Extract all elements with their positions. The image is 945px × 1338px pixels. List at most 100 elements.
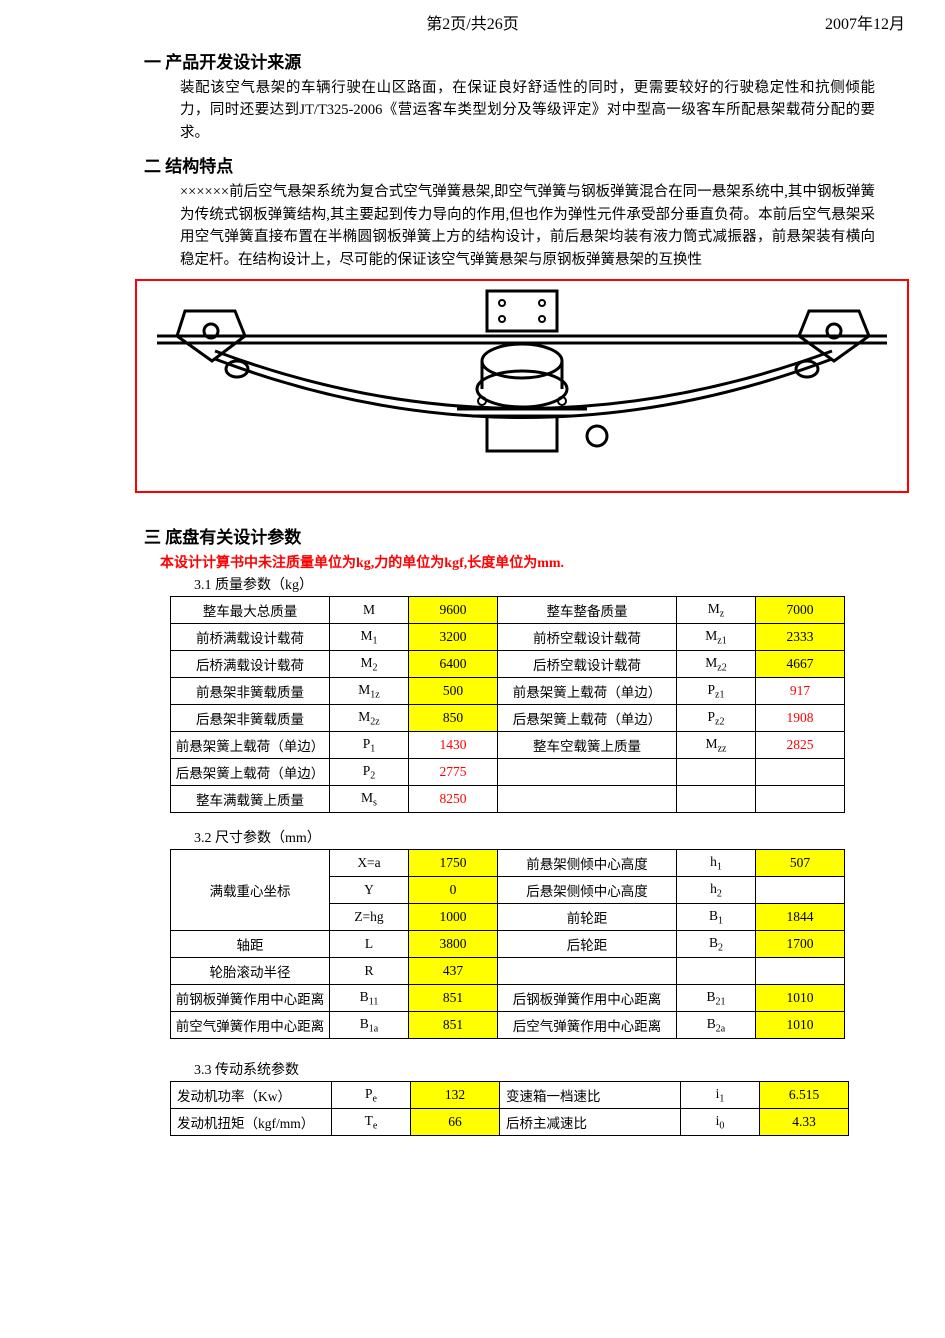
table-cell: 前钢板弹簧作用中心距离 bbox=[171, 985, 330, 1012]
table-cell: 507 bbox=[756, 850, 845, 877]
table-cell: 0 bbox=[409, 877, 498, 904]
table-cell bbox=[756, 786, 845, 813]
table-row: 轴距L3800后轮距B21700 bbox=[171, 931, 845, 958]
page-number: 第2页/共26页 bbox=[220, 10, 725, 34]
table-cell: 2775 bbox=[409, 759, 498, 786]
table-cell: 前悬架侧倾中心高度 bbox=[498, 850, 677, 877]
table-cell: B21 bbox=[677, 985, 756, 1012]
table-cell: 前空气弹簧作用中心距离 bbox=[171, 1012, 330, 1039]
table-cell bbox=[677, 958, 756, 985]
section-2-body: ××××××前后空气悬架系统为复合式空气弹簧悬架,即空气弹簧与钢板弹簧混合在同一… bbox=[180, 181, 875, 271]
table-row: 后桥满载设计载荷M26400后桥空载设计载荷Mz24667 bbox=[171, 651, 845, 678]
section-1-title: 一 产品开发设计来源 bbox=[144, 48, 905, 73]
table-row: 整车最大总质量M9600整车整备质量Mz7000 bbox=[171, 597, 845, 624]
table-cell: Pz2 bbox=[677, 705, 756, 732]
table-row: 前悬架簧上载荷（单边）P11430整车空载簧上质量Mzz2825 bbox=[171, 732, 845, 759]
table-cell: 后悬架簧上载荷（单边） bbox=[171, 759, 330, 786]
table-cell: P2 bbox=[330, 759, 409, 786]
table-cell: 9600 bbox=[409, 597, 498, 624]
table-cell: h1 bbox=[677, 850, 756, 877]
table-cell: 前悬架簧上载荷（单边） bbox=[498, 678, 677, 705]
table-cell: 1750 bbox=[409, 850, 498, 877]
table-row: 前空气弹簧作用中心距离B1a851后空气弹簧作用中心距离B2a1010 bbox=[171, 1012, 845, 1039]
table-cell: Mz2 bbox=[677, 651, 756, 678]
table-cell: 850 bbox=[409, 705, 498, 732]
table-cell: 2333 bbox=[756, 624, 845, 651]
table-cell: 1844 bbox=[756, 904, 845, 931]
table-row: 轮胎滚动半径R437 bbox=[171, 958, 845, 985]
table-cell: 后钢板弹簧作用中心距离 bbox=[498, 985, 677, 1012]
table-row: 后悬架簧上载荷（单边）P22775 bbox=[171, 759, 845, 786]
table-cell: 后悬架非簧载质量 bbox=[171, 705, 330, 732]
table-cell bbox=[756, 877, 845, 904]
table-row: 发动机功率（Kw）Pe132变速箱一档速比i16.515 bbox=[171, 1082, 849, 1109]
table-cell: 132 bbox=[411, 1082, 500, 1109]
table-cell: M2 bbox=[330, 651, 409, 678]
table-cell: 发动机功率（Kw） bbox=[171, 1082, 332, 1109]
section-2-title: 二 结构特点 bbox=[144, 152, 905, 177]
table-cell: Mz bbox=[677, 597, 756, 624]
table-row: 前钢板弹簧作用中心距离B11851后钢板弹簧作用中心距离B211010 bbox=[171, 985, 845, 1012]
table-cell bbox=[756, 958, 845, 985]
table-cell: 后悬架簧上载荷（单边） bbox=[498, 705, 677, 732]
table-cell: R bbox=[330, 958, 409, 985]
table-3-1: 整车最大总质量M9600整车整备质量Mz7000前桥满载设计载荷M13200前桥… bbox=[170, 596, 845, 813]
table-cell: 轴距 bbox=[171, 931, 330, 958]
table-cell: 7000 bbox=[756, 597, 845, 624]
suspension-diagram bbox=[135, 279, 909, 493]
table-3-1-title: 3.1 质量参数（kg） bbox=[134, 574, 905, 594]
table-cell: 整车空载簧上质量 bbox=[498, 732, 677, 759]
table-cell: 轮胎滚动半径 bbox=[171, 958, 330, 985]
table-cell: 8250 bbox=[409, 786, 498, 813]
section-3-note: 本设计计算书中未注质量单位为kg,力的单位为kgf,长度单位为mm. bbox=[160, 552, 905, 572]
table-cell: M1z bbox=[330, 678, 409, 705]
table-3-2-title: 3.2 尺寸参数（mm） bbox=[134, 827, 905, 847]
table-cell: B11 bbox=[330, 985, 409, 1012]
table-cell: Mzz bbox=[677, 732, 756, 759]
table-cell: 1430 bbox=[409, 732, 498, 759]
table-cell: 3200 bbox=[409, 624, 498, 651]
table-cell: 2825 bbox=[756, 732, 845, 759]
table-cell: X=a bbox=[330, 850, 409, 877]
table-cell: i1 bbox=[681, 1082, 760, 1109]
table-cell: 整车最大总质量 bbox=[171, 597, 330, 624]
table-cell: B2a bbox=[677, 1012, 756, 1039]
table-cell: 后空气弹簧作用中心距离 bbox=[498, 1012, 677, 1039]
table-cell: 917 bbox=[756, 678, 845, 705]
table-cell: 851 bbox=[409, 1012, 498, 1039]
table-cell: 满载重心坐标 bbox=[171, 850, 330, 931]
table-cell: Z=hg bbox=[330, 904, 409, 931]
table-row: 前悬架非簧载质量M1z500前悬架簧上载荷（单边）Pz1917 bbox=[171, 678, 845, 705]
table-cell: 6400 bbox=[409, 651, 498, 678]
table-cell: Pe bbox=[332, 1082, 411, 1109]
table-cell: 后桥满载设计载荷 bbox=[171, 651, 330, 678]
table-cell: 前轮距 bbox=[498, 904, 677, 931]
table-cell bbox=[756, 759, 845, 786]
table-cell: 前悬架簧上载荷（单边） bbox=[171, 732, 330, 759]
table-cell: L bbox=[330, 931, 409, 958]
page-header: 第2页/共26页 2007年12月 bbox=[40, 10, 905, 34]
table-cell: h2 bbox=[677, 877, 756, 904]
table-cell: 66 bbox=[411, 1109, 500, 1136]
table-cell: 后悬架侧倾中心高度 bbox=[498, 877, 677, 904]
table-cell bbox=[677, 786, 756, 813]
table-cell bbox=[498, 786, 677, 813]
table-cell: 4.33 bbox=[760, 1109, 849, 1136]
table-cell bbox=[498, 759, 677, 786]
table-row: 发动机扭矩（kgf/mm）Te66后桥主减速比i04.33 bbox=[171, 1109, 849, 1136]
table-row: 后悬架非簧载质量M2z850后悬架簧上载荷（单边）Pz21908 bbox=[171, 705, 845, 732]
table-cell bbox=[498, 958, 677, 985]
table-cell: 1000 bbox=[409, 904, 498, 931]
table-cell: M bbox=[330, 597, 409, 624]
table-cell: 851 bbox=[409, 985, 498, 1012]
table-cell: B2 bbox=[677, 931, 756, 958]
table-3-3: 发动机功率（Kw）Pe132变速箱一档速比i16.515发动机扭矩（kgf/mm… bbox=[170, 1081, 849, 1136]
table-cell: Pz1 bbox=[677, 678, 756, 705]
table-cell: 437 bbox=[409, 958, 498, 985]
table-cell: 后轮距 bbox=[498, 931, 677, 958]
table-row: 满载重心坐标X=a1750前悬架侧倾中心高度h1507 bbox=[171, 850, 845, 877]
table-cell: 后桥空载设计载荷 bbox=[498, 651, 677, 678]
table-cell: 前桥空载设计载荷 bbox=[498, 624, 677, 651]
section-1-body: 装配该空气悬架的车辆行驶在山区路面，在保证良好舒适性的同时，更需要较好的行驶稳定… bbox=[180, 77, 875, 144]
table-cell: 4667 bbox=[756, 651, 845, 678]
